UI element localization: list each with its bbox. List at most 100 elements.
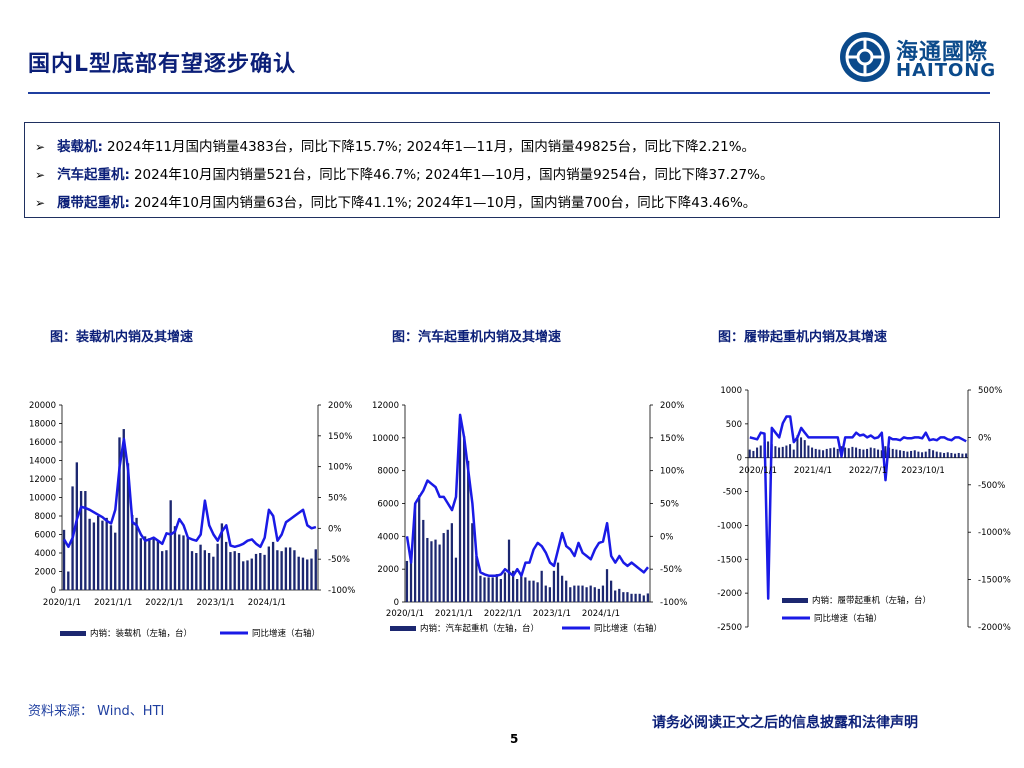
summary-label: 汽车起重机: <box>57 167 130 183</box>
left-tick-label: 2000 <box>377 565 399 575</box>
bar <box>943 452 946 458</box>
bar <box>560 575 564 602</box>
bar <box>946 452 949 458</box>
bar <box>921 452 924 458</box>
bar <box>869 447 872 458</box>
bar <box>297 556 300 590</box>
bar <box>173 526 177 590</box>
left-tick-label: -500 <box>723 488 742 498</box>
legend-bar-label: 内销：履带起重机（左轴，台） <box>812 595 931 606</box>
bar <box>118 437 121 590</box>
company-logo: 海通國際 HAITONG <box>838 30 998 86</box>
right-tick-label: 150% <box>660 434 684 444</box>
bar <box>271 541 275 590</box>
bar <box>426 537 429 602</box>
summary-text: 2024年10月国内销量521台，同比下降46.7%; 2024年1—10月，国… <box>133 167 774 183</box>
bar <box>585 587 588 602</box>
x-tick-label: 2020/1/1 <box>739 466 777 476</box>
left-tick-label: 0 <box>737 454 742 464</box>
summary-label: 履带起重机: <box>57 195 130 211</box>
bar <box>475 556 478 602</box>
x-tick-label: 2022/1/1 <box>484 609 522 619</box>
bar <box>601 585 605 602</box>
right-tick-label: 0% <box>328 524 342 534</box>
bar <box>873 448 876 458</box>
left-tick-label: 8000 <box>34 512 56 522</box>
legend-bar-label: 内销：汽车起重机（左轴，台） <box>420 623 539 634</box>
right-tick-label: 150% <box>328 432 352 442</box>
bar <box>807 445 810 458</box>
bar <box>597 588 600 602</box>
chart-title-loader: 图：装载机内销及其增速 <box>50 330 194 345</box>
x-tick-label: 2020/1/1 <box>386 609 424 619</box>
bar <box>483 577 486 602</box>
arrow-bullet-icon: ➢ <box>35 140 46 154</box>
x-tick-label: 2023/10/1 <box>901 466 945 476</box>
left-tick-label: 4000 <box>377 532 399 542</box>
bar <box>75 462 78 590</box>
bar <box>752 450 755 458</box>
left-tick-label: 500 <box>726 420 742 430</box>
bar <box>785 445 788 458</box>
x-tick-label: 2022/7/1 <box>849 466 887 476</box>
bar <box>939 452 942 458</box>
bar <box>565 580 568 602</box>
bar <box>491 577 494 602</box>
bar <box>935 451 938 458</box>
bar <box>62 529 66 590</box>
bar <box>233 551 236 590</box>
bar <box>618 588 621 602</box>
x-tick-label: 2023/1/1 <box>533 609 571 619</box>
legend-bar-swatch <box>782 598 808 603</box>
bar <box>880 450 883 458</box>
bar <box>143 536 147 590</box>
bar <box>577 585 580 602</box>
bar <box>910 450 913 458</box>
right-tick-label: 100% <box>660 467 684 477</box>
bar <box>630 593 633 602</box>
bar <box>105 517 108 590</box>
bar <box>855 447 858 458</box>
legend-bar-label: 内销：装载机（左轴，台） <box>90 628 192 639</box>
bar <box>169 500 172 590</box>
left-tick-label: -1500 <box>717 555 742 565</box>
x-tick-label: 2020/1/1 <box>43 598 81 608</box>
page-number: 5 <box>510 732 519 746</box>
bar <box>844 447 847 458</box>
x-tick-label: 2023/1/1 <box>197 598 235 608</box>
bar <box>961 453 964 458</box>
bar <box>495 574 498 602</box>
legend-bar-swatch <box>60 631 86 636</box>
bar <box>405 560 409 602</box>
summary-item-loader: ➢ 装载机: 2024年11月国内销量4383台，同比下降15.7%; 2024年1… <box>35 135 755 155</box>
right-tick-label: -500% <box>978 481 1005 491</box>
bar <box>246 560 249 590</box>
bar <box>954 453 957 458</box>
bar <box>165 550 168 590</box>
bar <box>877 449 880 458</box>
bar <box>409 552 413 602</box>
bar <box>220 523 224 590</box>
bar <box>67 571 70 590</box>
left-tick-label: -1000 <box>717 521 742 531</box>
bar <box>152 537 155 590</box>
legend-line-label: 同比增速（右轴） <box>594 623 662 634</box>
bar <box>965 453 968 458</box>
bar <box>422 519 425 602</box>
bar <box>216 543 219 590</box>
left-tick-label: 8000 <box>377 467 399 477</box>
bar <box>833 447 836 458</box>
bar <box>906 451 909 458</box>
bar <box>288 547 292 590</box>
bar <box>88 518 91 590</box>
bar <box>487 577 490 602</box>
legal-disclaimer[interactable]: 请务必阅读正文之后的信息披露和法律声明 <box>652 715 918 731</box>
bar <box>182 535 185 590</box>
bar <box>212 556 215 590</box>
bar <box>250 558 253 590</box>
bar <box>207 553 211 590</box>
bar <box>756 447 759 458</box>
bar <box>450 523 453 602</box>
right-tick-label: -50% <box>328 555 350 565</box>
bar <box>186 538 189 590</box>
